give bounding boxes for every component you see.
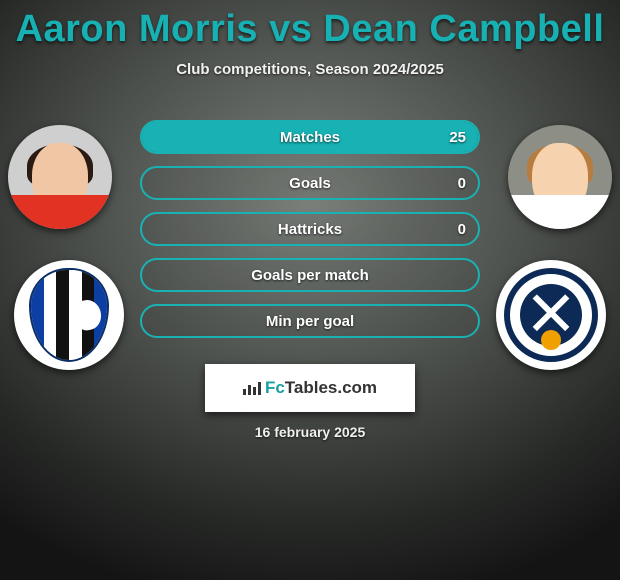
stat-label: Hattricks bbox=[142, 214, 478, 244]
page-title: Aaron Morris vs Dean Campbell bbox=[0, 0, 620, 51]
stat-value-right: 0 bbox=[446, 168, 478, 198]
stat-bar: Matches25 bbox=[140, 120, 480, 154]
stat-bars: Matches25Goals0Hattricks0Goals per match… bbox=[140, 120, 480, 350]
player-right-face bbox=[508, 125, 612, 229]
player-right-avatar bbox=[508, 125, 612, 229]
bar-chart-icon bbox=[243, 381, 261, 395]
player-left-face bbox=[8, 125, 112, 229]
stat-value-right: 0 bbox=[446, 214, 478, 244]
stat-label: Goals bbox=[142, 168, 478, 198]
brand-box[interactable]: FcTables.com bbox=[205, 364, 415, 412]
stat-label: Goals per match bbox=[142, 260, 478, 290]
stat-bar: Min per goal bbox=[140, 304, 480, 338]
club-left-badge bbox=[14, 260, 124, 370]
player-right-jersey bbox=[508, 195, 612, 229]
stat-label: Min per goal bbox=[142, 306, 478, 336]
stat-bar: Goals0 bbox=[140, 166, 480, 200]
barrow-badge-icon bbox=[504, 268, 598, 362]
brand-prefix: Fc bbox=[265, 378, 285, 397]
player-left-jersey bbox=[8, 195, 112, 229]
player-left-avatar bbox=[8, 125, 112, 229]
stat-bar: Hattricks0 bbox=[140, 212, 480, 246]
subtitle: Club competitions, Season 2024/2025 bbox=[0, 61, 620, 78]
brand-label: FcTables.com bbox=[243, 378, 377, 398]
comparison-card: Aaron Morris vs Dean Campbell Club compe… bbox=[0, 0, 620, 580]
stat-bar: Goals per match bbox=[140, 258, 480, 292]
club-right-badge bbox=[496, 260, 606, 370]
date-label: 16 february 2025 bbox=[0, 424, 620, 440]
stat-bar-fill-right bbox=[142, 122, 478, 152]
gillingham-badge-icon bbox=[29, 268, 109, 362]
stat-value-right: 25 bbox=[437, 122, 478, 152]
brand-suffix: Tables.com bbox=[285, 378, 377, 397]
